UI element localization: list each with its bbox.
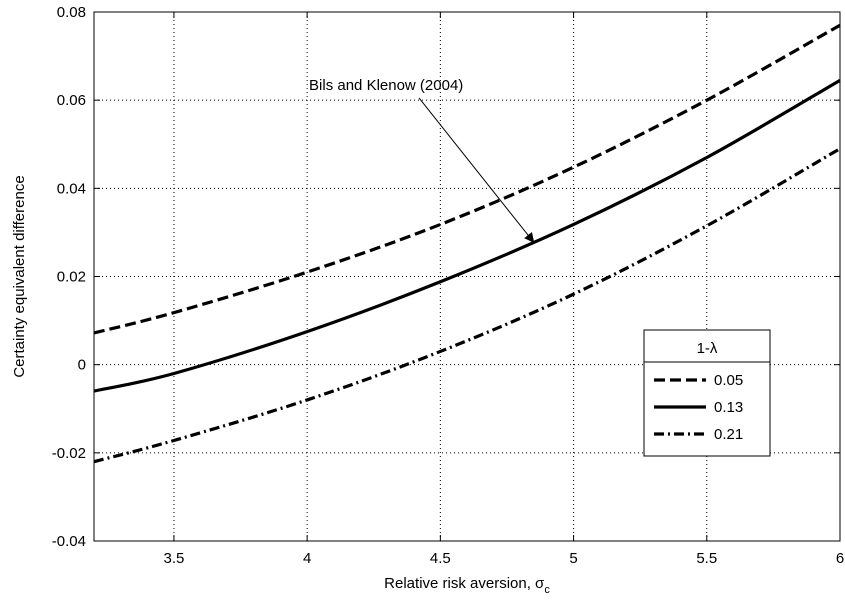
y-axis-label: Certainty equivalent difference xyxy=(11,175,28,377)
grid xyxy=(94,12,840,541)
y-tick-label: 0.04 xyxy=(57,180,86,197)
legend-label-0.05: 0.05 xyxy=(714,372,743,389)
series-lines xyxy=(93,23,841,464)
legend-items: 0.05 0.13 0.21 xyxy=(654,372,743,443)
x-tick-label: 5.5 xyxy=(696,550,717,567)
y-tick-labels: -0.04 -0.02 0 0.02 0.04 0.06 0.08 xyxy=(52,4,86,550)
x-tick-label: 5 xyxy=(569,550,577,567)
y-tick-label: 0.02 xyxy=(57,269,86,286)
x-axis-label-main: Relative risk aversion, σ xyxy=(384,575,545,592)
series-line-0.05 xyxy=(93,23,841,335)
y-tick-label: 0 xyxy=(78,357,86,374)
axis-ticks xyxy=(94,11,841,542)
annotation-arrow xyxy=(418,97,535,243)
series-line-0.13 xyxy=(93,78,841,393)
series-line-0.21 xyxy=(93,147,841,464)
legend-label-0.13: 0.13 xyxy=(714,399,743,416)
x-tick-labels: 3.5 4 4.5 5 5.5 6 xyxy=(163,550,844,567)
annotation-label: Bils and Klenow (2004) xyxy=(309,77,463,94)
y-tick-label: 0.06 xyxy=(57,92,86,109)
x-tick-label: 4 xyxy=(303,550,311,567)
x-axis-label-subscript: c xyxy=(544,584,550,596)
y-tick-label: -0.04 xyxy=(52,533,86,550)
x-tick-label: 6 xyxy=(836,550,844,567)
x-tick-label: 3.5 xyxy=(163,550,184,567)
legend: 1-λ 0.05 0.13 0.21 xyxy=(643,329,771,457)
x-tick-label: 4.5 xyxy=(430,550,451,567)
legend-title: 1-λ xyxy=(697,340,718,357)
x-axis-label: Relative risk aversion, σc xyxy=(384,575,550,596)
y-tick-label: -0.02 xyxy=(52,445,86,462)
y-tick-label: 0.08 xyxy=(57,4,86,21)
annotation: Bils and Klenow (2004) xyxy=(309,77,535,243)
legend-box xyxy=(643,329,771,457)
legend-label-0.21: 0.21 xyxy=(714,426,743,443)
